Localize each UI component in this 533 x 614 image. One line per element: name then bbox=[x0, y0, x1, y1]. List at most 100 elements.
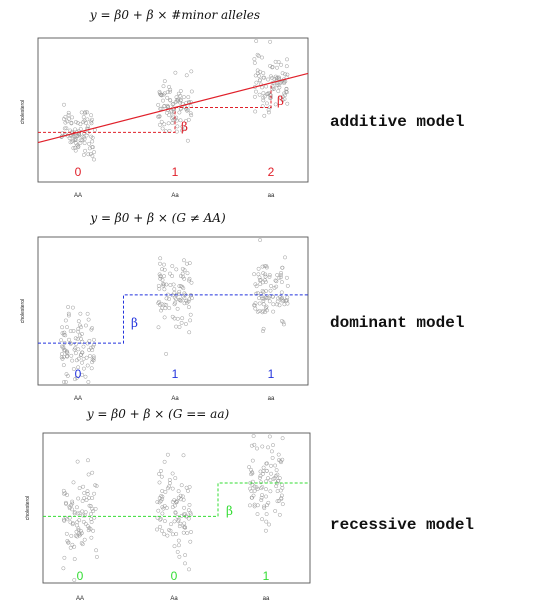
dominant-point bbox=[174, 297, 178, 302]
additive-point bbox=[81, 115, 86, 120]
dominant-point bbox=[257, 301, 262, 306]
dominant-point bbox=[162, 274, 166, 279]
dominant-point bbox=[91, 356, 96, 361]
dominant-point bbox=[162, 315, 167, 320]
recessive-fit bbox=[43, 482, 310, 517]
recessive-point bbox=[72, 578, 77, 582]
recessive-point bbox=[175, 515, 180, 519]
additive-point bbox=[178, 106, 183, 111]
additive-point bbox=[83, 120, 88, 125]
dominant-point bbox=[278, 275, 283, 280]
recessive-point bbox=[258, 469, 263, 474]
dominant-point bbox=[178, 274, 183, 278]
dominant-panel: y = β0 + β × (G ≠ AA) cholesterol AA Aa … bbox=[20, 211, 464, 402]
dominant-point bbox=[267, 274, 272, 279]
additive-point bbox=[175, 124, 180, 129]
dominant-point bbox=[162, 287, 167, 292]
recessive-point bbox=[159, 474, 164, 479]
dominant-point bbox=[267, 273, 272, 277]
dominant-ylabel: cholesterol bbox=[20, 299, 26, 323]
dominant-point bbox=[79, 352, 84, 357]
additive-point bbox=[164, 110, 169, 115]
recessive-point bbox=[252, 484, 257, 489]
additive-point bbox=[189, 89, 194, 94]
recessive-point bbox=[76, 526, 81, 531]
recessive-point bbox=[189, 530, 193, 534]
recessive-point bbox=[175, 498, 180, 503]
recessive-point bbox=[85, 524, 90, 529]
recessive-point bbox=[276, 479, 280, 483]
dominant-point bbox=[164, 296, 169, 301]
recessive-point bbox=[92, 491, 97, 496]
recessive-point bbox=[173, 510, 178, 515]
additive-point bbox=[268, 96, 273, 101]
dominant-point bbox=[182, 291, 187, 296]
additive-point bbox=[162, 79, 167, 84]
dominant-point bbox=[279, 296, 284, 301]
additive-point bbox=[276, 89, 281, 94]
dominant-point bbox=[282, 302, 287, 307]
additive-point bbox=[165, 103, 170, 108]
dominant-point bbox=[74, 358, 79, 363]
additive-point bbox=[276, 83, 281, 88]
additive-point bbox=[82, 141, 87, 146]
recessive-point bbox=[266, 500, 271, 505]
recessive-formula: y = β0 + β × (G == aa) bbox=[86, 407, 230, 421]
recessive-point bbox=[84, 498, 89, 502]
dominant-point bbox=[256, 266, 261, 271]
additive-point bbox=[78, 127, 83, 131]
recessive-point bbox=[274, 484, 279, 489]
additive-point bbox=[71, 138, 76, 143]
dominant-point bbox=[253, 301, 258, 306]
dominant-point bbox=[65, 325, 69, 330]
additive-xtick-het: Aa bbox=[171, 193, 179, 199]
additive-point bbox=[78, 140, 83, 145]
additive-point bbox=[67, 136, 72, 141]
dominant-point bbox=[62, 340, 67, 345]
recessive-point bbox=[93, 506, 98, 511]
recessive-point bbox=[279, 496, 284, 501]
recessive-point bbox=[167, 477, 172, 482]
additive-point bbox=[185, 138, 190, 143]
dominant-point bbox=[167, 306, 172, 311]
dominant-model-label: dominant model bbox=[330, 314, 464, 332]
recessive-point bbox=[81, 484, 86, 489]
additive-fit bbox=[37, 72, 309, 144]
recessive-beta-label: β bbox=[226, 504, 233, 518]
dominant-point bbox=[271, 302, 276, 307]
recessive-point bbox=[260, 485, 265, 490]
dominant-point bbox=[185, 300, 189, 305]
dominant-point bbox=[284, 275, 289, 280]
additive-point bbox=[270, 87, 275, 92]
dominant-point bbox=[182, 301, 187, 306]
dominant-point bbox=[269, 283, 273, 288]
additive-step-1 bbox=[38, 107, 176, 133]
additive-point bbox=[73, 148, 78, 153]
additive-point bbox=[261, 91, 266, 96]
dominant-point bbox=[264, 304, 269, 309]
additive-point bbox=[283, 72, 288, 77]
additive-point bbox=[162, 122, 167, 127]
recessive-point bbox=[173, 476, 178, 481]
recessive-point bbox=[79, 541, 84, 546]
additive-point bbox=[170, 110, 174, 115]
additive-point bbox=[181, 95, 186, 100]
dominant-point bbox=[76, 319, 81, 324]
additive-formula: y = β0 + β × #minor alleles bbox=[89, 8, 260, 22]
recessive-point bbox=[61, 566, 66, 571]
additive-point bbox=[258, 69, 263, 74]
dominant-point bbox=[63, 318, 68, 323]
additive-point bbox=[256, 53, 261, 58]
dominant-point bbox=[258, 277, 263, 282]
recessive-point bbox=[159, 468, 163, 473]
additive-point bbox=[282, 97, 287, 101]
dominant-point bbox=[160, 278, 165, 282]
dominant-point bbox=[85, 311, 90, 316]
dominant-beta-label: β bbox=[131, 316, 138, 330]
recessive-point bbox=[266, 445, 270, 450]
dominant-point bbox=[83, 374, 88, 379]
recessive-point bbox=[267, 434, 272, 439]
recessive-point bbox=[187, 567, 191, 572]
dominant-point bbox=[164, 351, 169, 356]
recessive-xtick-aa-hom: AA bbox=[76, 596, 84, 602]
